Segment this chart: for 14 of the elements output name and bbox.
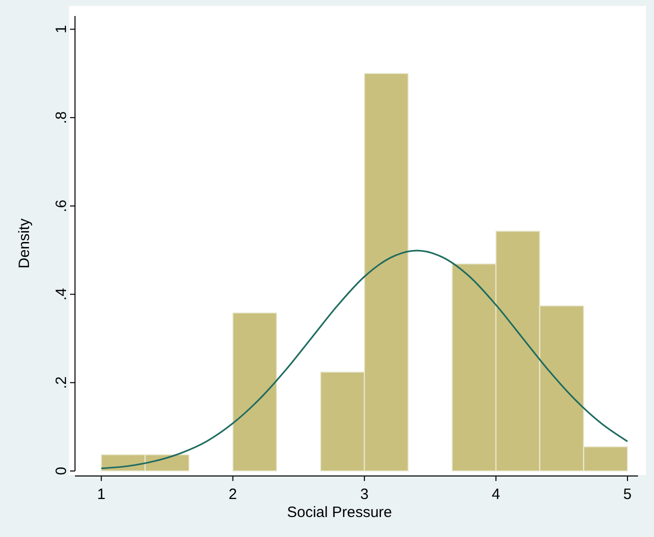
y-tick-label: 1 (53, 25, 70, 34)
y-tick-label: .2 (53, 376, 70, 389)
x-tick-label: 5 (623, 486, 632, 503)
y-tick-label: .4 (53, 288, 70, 301)
y-tick-label: .8 (53, 111, 70, 124)
y-tick-label: .6 (53, 200, 70, 212)
x-axis-title: Social Pressure (286, 504, 392, 521)
x-tick-label: 2 (228, 486, 238, 503)
y-axis-title: Density (16, 218, 33, 269)
x-tick-label: 1 (97, 486, 106, 503)
x-tick-label: 3 (360, 486, 369, 503)
line-series (100, 250, 628, 470)
x-tick-label: 4 (492, 486, 500, 503)
y-tick-label: 0 (53, 466, 70, 476)
